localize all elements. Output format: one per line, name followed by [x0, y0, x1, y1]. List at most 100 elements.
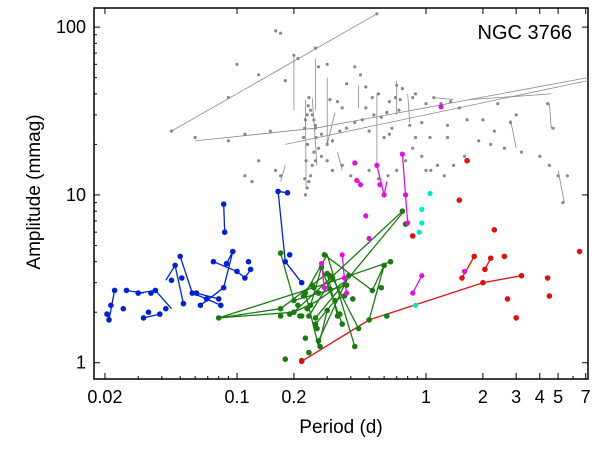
green-point — [378, 284, 385, 291]
blue-point — [104, 311, 110, 317]
gray-point — [445, 123, 450, 127]
blue-point — [286, 252, 293, 258]
green-point — [399, 208, 406, 214]
axis-ticks: 0.02 0.1 0.2 1 2 3 4 5 7 1 10 100 — [56, 8, 591, 407]
gray-point — [445, 135, 450, 140]
y-tick-label: 1 — [76, 353, 86, 373]
gray-point — [398, 98, 402, 102]
magenta-point — [339, 252, 345, 258]
magenta-point — [403, 192, 409, 198]
magenta-point — [341, 275, 347, 281]
plot-frame — [93, 7, 589, 380]
gray-point — [364, 85, 368, 89]
green-point — [315, 290, 322, 296]
green-point — [387, 258, 394, 265]
gray-point — [556, 174, 560, 178]
green-point — [215, 315, 222, 321]
blue-point — [223, 260, 230, 267]
blue-connector-11 — [196, 292, 219, 300]
green-point — [302, 335, 309, 342]
gray-point — [465, 118, 469, 122]
cyan-point — [419, 220, 425, 226]
gray-point — [243, 132, 247, 136]
red-point — [501, 253, 508, 260]
blue-point — [203, 296, 210, 302]
gray-point — [514, 113, 518, 117]
green-connector-8 — [324, 254, 385, 321]
green-connector-5 — [303, 253, 356, 347]
red-point — [480, 279, 486, 286]
gray-point — [360, 118, 364, 122]
gray-point — [429, 168, 433, 172]
green-point — [337, 311, 343, 317]
x-tick-label: 2 — [478, 387, 488, 407]
green-point — [317, 343, 323, 350]
gray-point — [519, 150, 524, 154]
gray-connector-19 — [280, 165, 286, 182]
gray-point — [316, 65, 321, 69]
magenta-point — [462, 268, 468, 274]
x-tick-label: 0.02 — [87, 387, 122, 407]
gray-point — [325, 159, 329, 163]
green-point — [302, 290, 309, 296]
x-axis-title: Period (d) — [299, 417, 382, 438]
gray-point — [310, 113, 314, 117]
green-point — [315, 338, 322, 344]
gray-point — [481, 118, 485, 122]
red-point — [491, 227, 498, 233]
red-connector-1 — [461, 256, 475, 279]
gray-connector-13 — [305, 99, 307, 189]
green-point — [339, 321, 346, 327]
gray-point — [303, 126, 307, 130]
red-point — [513, 315, 519, 321]
gray-connector-18 — [510, 119, 517, 149]
gray-point — [435, 163, 440, 167]
blue-point — [215, 296, 222, 302]
gray-point — [538, 154, 542, 158]
blue-point — [180, 300, 187, 307]
gray-point — [390, 126, 394, 130]
green-point — [307, 302, 314, 309]
blue-point — [140, 315, 147, 321]
y-tick-label: 100 — [56, 17, 86, 37]
gray-point — [400, 87, 404, 91]
blue-point — [220, 284, 227, 291]
green-point — [345, 272, 352, 279]
red-point — [409, 233, 416, 239]
gray-point — [463, 154, 467, 158]
blue-point — [157, 311, 163, 317]
blue-point — [245, 258, 252, 265]
gray-connector-9 — [433, 97, 454, 100]
blue-point — [284, 190, 291, 196]
red-point — [487, 255, 494, 261]
gray-point — [319, 132, 324, 136]
magenta-point — [399, 151, 405, 157]
gray-point — [325, 142, 329, 146]
green-point — [312, 321, 319, 327]
blue-connector-7 — [223, 204, 226, 233]
gray-point — [305, 113, 309, 117]
gray-connector-17 — [326, 112, 336, 145]
gray-point — [364, 106, 368, 110]
green-point — [306, 313, 312, 319]
x-tick-label: 0.2 — [281, 387, 306, 407]
gray-point — [358, 73, 363, 77]
gray-point — [257, 159, 261, 163]
gray-point — [313, 46, 318, 50]
blue-point — [152, 287, 159, 294]
gray-point — [257, 73, 261, 77]
gray-point — [305, 186, 309, 190]
blue-point — [120, 305, 127, 312]
gray-point — [316, 146, 321, 150]
gray-point — [235, 62, 239, 66]
magenta-point — [318, 261, 325, 267]
gray-point — [307, 96, 311, 100]
gray-point — [312, 118, 316, 122]
green-point — [314, 325, 320, 332]
gray-point — [303, 193, 307, 197]
blue-point — [145, 309, 152, 316]
gray-point — [274, 168, 278, 172]
gray-point — [411, 96, 415, 100]
magenta-point — [405, 220, 411, 226]
green-point — [277, 313, 284, 319]
